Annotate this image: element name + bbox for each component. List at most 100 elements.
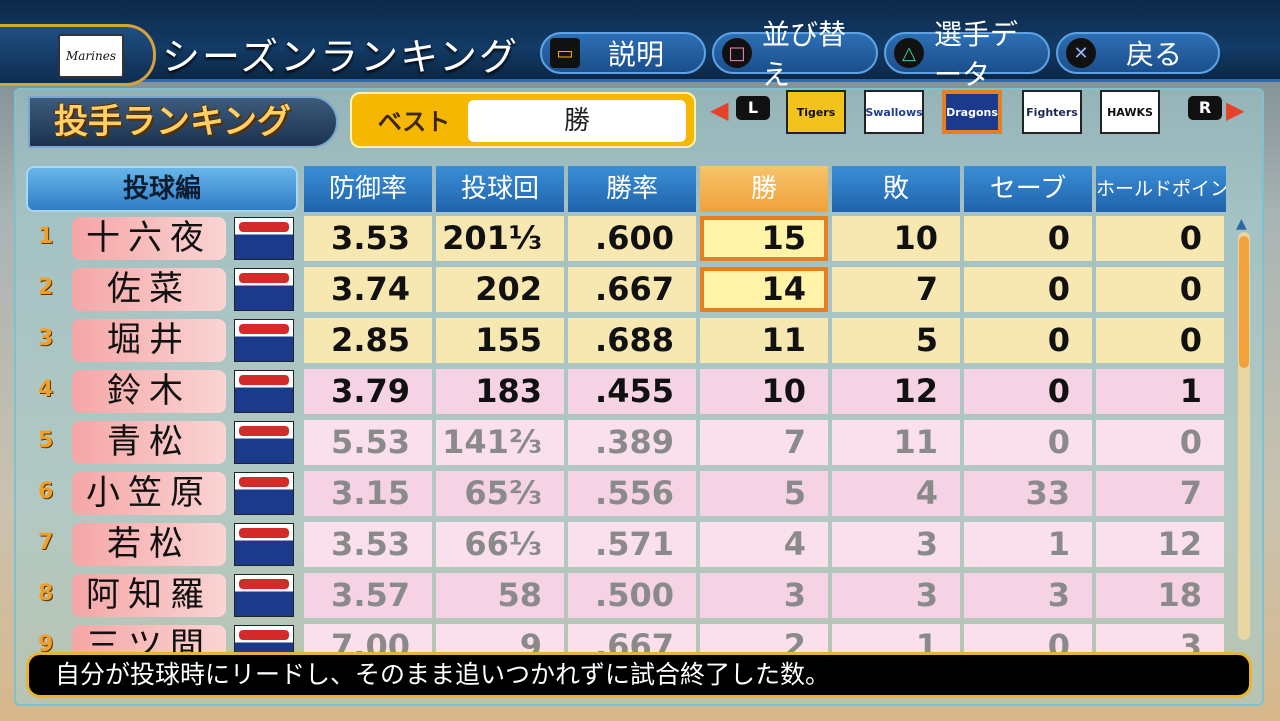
player-data-button[interactable]: △ 選手データ bbox=[884, 18, 1050, 91]
cell-win-pct: .600 bbox=[568, 216, 696, 261]
table-row[interactable]: 5 青松 5.53 141⅔ .389 7 11 0 0 bbox=[26, 418, 1226, 467]
player-name: 青松 bbox=[72, 421, 226, 464]
cell-losses: 4 bbox=[832, 471, 960, 516]
rank-number: 9 bbox=[38, 632, 54, 657]
cell-losses: 10 bbox=[832, 216, 960, 261]
cell-saves: 0 bbox=[964, 318, 1092, 363]
cell-hold-points: 1 bbox=[1096, 369, 1224, 414]
dragons-logo-icon bbox=[234, 217, 294, 260]
cell-hold-points: 12 bbox=[1096, 522, 1224, 567]
col-header-era[interactable]: 防御率 bbox=[304, 166, 432, 212]
pitching-header: 投球編 bbox=[26, 166, 298, 212]
cell-hold-points: 7 bbox=[1096, 471, 1224, 516]
table-row[interactable]: 1 十六夜 3.53 201⅓ .600 15 10 0 0 bbox=[26, 214, 1226, 263]
dragons-logo-icon bbox=[234, 523, 294, 566]
player-data-button-label: 選手データ bbox=[934, 18, 1019, 91]
player-name: 小笠原 bbox=[72, 472, 226, 515]
best-selector[interactable]: ベスト 勝 bbox=[350, 92, 696, 148]
cell-saves: 0 bbox=[964, 369, 1092, 414]
cell-era: 3.53 bbox=[304, 522, 432, 567]
col-header-losses[interactable]: 敗 bbox=[832, 166, 960, 212]
col-header-innings[interactable]: 投球回 bbox=[436, 166, 564, 212]
col-header-hold-points[interactable]: ホールドポイント bbox=[1096, 166, 1226, 212]
cell-saves: 33 bbox=[964, 471, 1092, 516]
team-emblem: Marines bbox=[58, 34, 124, 78]
player-name: 若松 bbox=[72, 523, 226, 566]
cell-innings: 201⅓ bbox=[436, 216, 564, 261]
cross-button-icon: ✕ bbox=[1066, 38, 1096, 68]
col-header-win-pct[interactable]: 勝率 bbox=[568, 166, 696, 212]
cell-losses: 7 bbox=[832, 267, 960, 312]
player-name: 堀井 bbox=[72, 319, 226, 362]
player-name: 鈴木 bbox=[72, 370, 226, 413]
best-value: 勝 bbox=[468, 100, 686, 142]
dragons-logo-icon bbox=[234, 574, 294, 617]
sort-button-label: 並び替え bbox=[762, 18, 847, 91]
square-button-icon: □ bbox=[722, 38, 752, 68]
rank-number: 6 bbox=[38, 479, 54, 504]
cell-win-pct: .389 bbox=[568, 420, 696, 465]
cell-era: 3.74 bbox=[304, 267, 432, 312]
dragons-logo-icon bbox=[234, 319, 294, 362]
cell-era: 3.79 bbox=[304, 369, 432, 414]
table-row[interactable]: 4 鈴木 3.79 183.455 10 12 0 1 bbox=[26, 367, 1226, 416]
cell-saves: 0 bbox=[964, 216, 1092, 261]
team-logo-dragons[interactable]: Dragons bbox=[942, 90, 1002, 134]
help-button-label: 説明 bbox=[608, 38, 665, 71]
table-row[interactable]: 2 佐菜 3.74 202.667 14 7 0 0 bbox=[26, 265, 1226, 314]
arrow-right-icon[interactable]: ▶ bbox=[1226, 96, 1245, 124]
arrow-left-icon[interactable]: ◀ bbox=[710, 96, 729, 124]
scrollbar-thumb[interactable] bbox=[1239, 236, 1249, 368]
cell-era: 5.53 bbox=[304, 420, 432, 465]
team-logo-swallows[interactable]: Swallows bbox=[864, 90, 924, 134]
cell-losses: 11 bbox=[832, 420, 960, 465]
cell-saves: 3 bbox=[964, 573, 1092, 618]
cell-wins: 7 bbox=[700, 420, 828, 465]
cell-wins: 14 bbox=[700, 267, 828, 312]
cell-hold-points: 0 bbox=[1096, 420, 1224, 465]
rank-number: 2 bbox=[38, 275, 54, 300]
rank-number: 3 bbox=[38, 326, 54, 351]
dragons-logo-icon bbox=[234, 421, 294, 464]
col-header-saves[interactable]: セーブ bbox=[964, 166, 1092, 212]
r-button[interactable]: R bbox=[1188, 96, 1222, 120]
l-button[interactable]: L bbox=[736, 96, 770, 120]
triangle-button-icon: △ bbox=[894, 38, 924, 68]
cell-hold-points: 0 bbox=[1096, 267, 1224, 312]
team-logo-tigers[interactable]: Tigers bbox=[786, 90, 846, 134]
cell-wins: 5 bbox=[700, 471, 828, 516]
cell-win-pct: .556 bbox=[568, 471, 696, 516]
cell-losses: 5 bbox=[832, 318, 960, 363]
player-name: 阿知羅 bbox=[72, 574, 226, 617]
table-row[interactable]: 7 若松 3.53 66⅓ .571 4 3 1 12 bbox=[26, 520, 1226, 569]
scroll-up-icon[interactable]: ▲ bbox=[1236, 216, 1247, 232]
table-row[interactable]: 6 小笠原 3.15 65⅔ .556 5 4 33 7 bbox=[26, 469, 1226, 518]
table-row[interactable]: 8 阿知羅 3.57 58.500 3 3 3 18 bbox=[26, 571, 1226, 620]
rank-number: 4 bbox=[38, 377, 54, 402]
dragons-logo-icon bbox=[234, 268, 294, 311]
help-text-bar: 自分が投球時にリードし、そのまま追いつかれずに試合終了した数。 bbox=[26, 652, 1252, 698]
best-label: ベスト bbox=[377, 108, 451, 136]
cell-innings: 65⅔ bbox=[436, 471, 564, 516]
team-logo-hawks[interactable]: HAWKS bbox=[1100, 90, 1160, 134]
cell-innings: 183 bbox=[436, 369, 564, 414]
cell-era: 3.15 bbox=[304, 471, 432, 516]
touchpad-icon: ▭ bbox=[550, 38, 580, 68]
cell-win-pct: .667 bbox=[568, 267, 696, 312]
cell-innings: 66⅓ bbox=[436, 522, 564, 567]
cell-wins: 3 bbox=[700, 573, 828, 618]
cell-win-pct: .455 bbox=[568, 369, 696, 414]
cell-saves: 0 bbox=[964, 267, 1092, 312]
sort-button[interactable]: □ 並び替え bbox=[712, 18, 878, 91]
cell-innings: 155 bbox=[436, 318, 564, 363]
table-row[interactable]: 3 堀井 2.85 155.688 11 5 0 0 bbox=[26, 316, 1226, 365]
col-header-wins[interactable]: 勝 bbox=[700, 166, 828, 212]
help-button[interactable]: ▭ 説明 bbox=[540, 32, 706, 74]
cell-win-pct: .571 bbox=[568, 522, 696, 567]
cell-innings: 141⅔ bbox=[436, 420, 564, 465]
rank-number: 7 bbox=[38, 530, 54, 555]
rank-number: 5 bbox=[38, 428, 54, 453]
cell-era: 3.57 bbox=[304, 573, 432, 618]
back-button[interactable]: ✕ 戻る bbox=[1056, 32, 1220, 74]
team-logo-fighters[interactable]: Fighters bbox=[1022, 90, 1082, 134]
